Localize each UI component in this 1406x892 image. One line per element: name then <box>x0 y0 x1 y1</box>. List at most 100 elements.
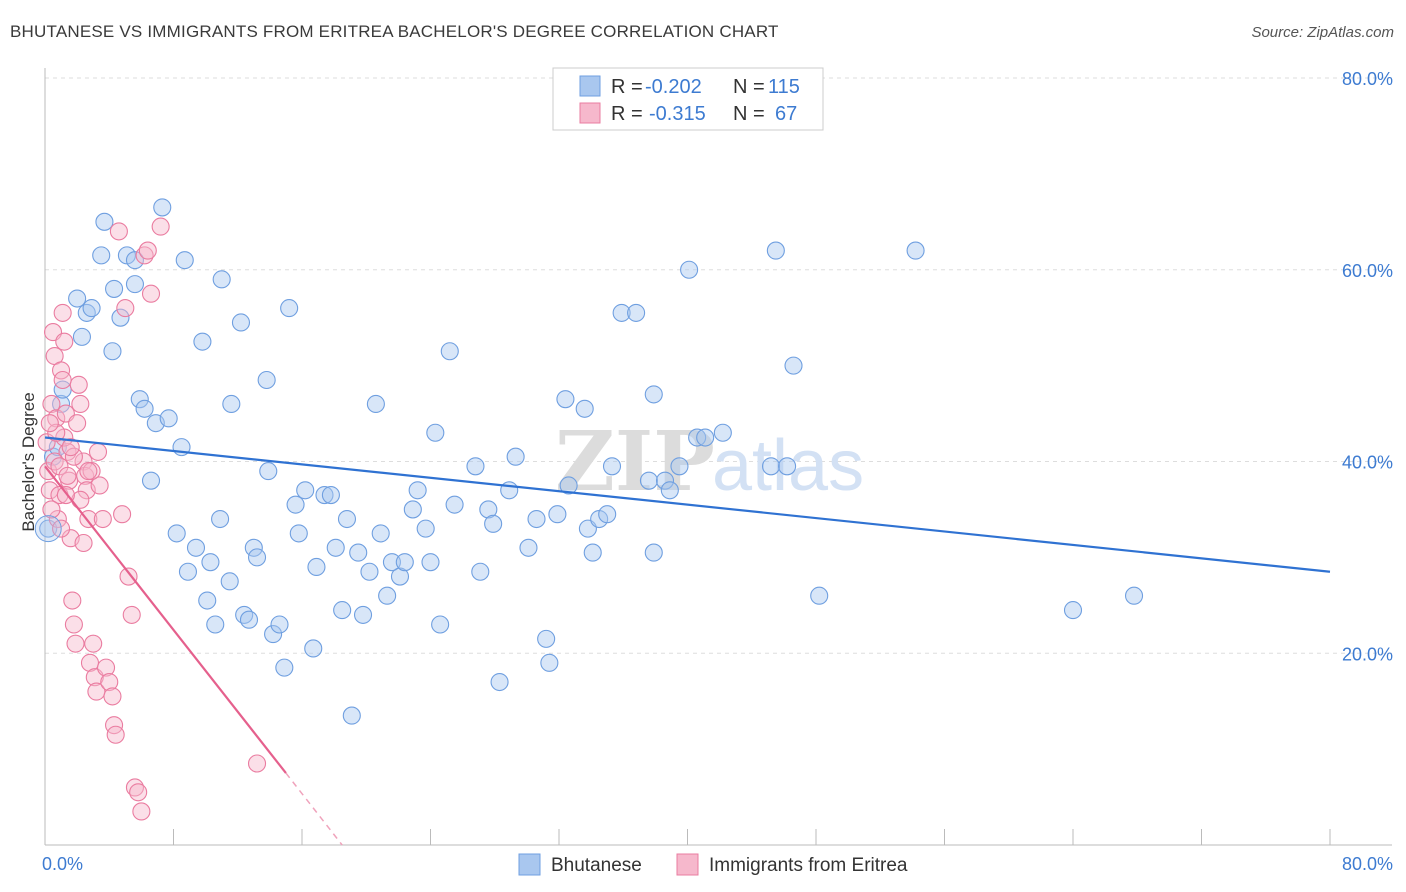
point-s0-96 <box>627 303 646 322</box>
point-s0-81 <box>506 447 525 466</box>
point-s0-102 <box>670 457 689 476</box>
point-s0-100 <box>655 471 675 490</box>
point-s0-48 <box>289 524 308 543</box>
point-s0-53 <box>321 486 340 505</box>
point-s0-40 <box>247 548 267 567</box>
point-s0-103 <box>680 260 699 279</box>
point-s0-73 <box>440 342 459 361</box>
point-s0-65 <box>390 567 410 586</box>
trend-line-dashed-s1 <box>285 772 343 846</box>
point-s1-41 <box>122 605 141 624</box>
point-s1-44 <box>132 802 151 821</box>
data-points <box>34 198 1144 821</box>
point-s0-101 <box>660 481 679 500</box>
point-s1-36 <box>106 725 125 744</box>
point-s0-43 <box>264 625 283 644</box>
x-tick-label-0: 0.0% <box>42 854 83 874</box>
point-s0-44 <box>270 615 289 634</box>
point-s0-6 <box>72 327 91 346</box>
point-s1-11 <box>55 332 74 351</box>
point-s0-37 <box>235 605 254 624</box>
point-s0-68 <box>408 481 427 500</box>
point-s0-69 <box>416 519 435 538</box>
legend-r-label-1: R = <box>611 76 643 98</box>
legend-r-value-1: -0.202 <box>645 76 702 98</box>
point-s1-30 <box>90 476 109 495</box>
point-s1-55 <box>88 442 108 461</box>
point-s1-7 <box>48 509 67 529</box>
point-s0-110 <box>784 356 803 375</box>
point-s0-57 <box>342 706 361 725</box>
trend-line-s0 <box>44 436 1331 573</box>
point-s0-108 <box>766 241 785 260</box>
point-s1-10 <box>53 303 72 322</box>
point-s0-97 <box>639 471 659 490</box>
point-s0-79 <box>490 672 509 692</box>
point-s0-50 <box>304 639 323 658</box>
point-s0-39 <box>244 538 263 557</box>
point-s1-57 <box>42 500 61 519</box>
point-s1-39 <box>116 299 135 318</box>
point-s0-35 <box>222 394 241 414</box>
point-s0-99 <box>644 543 663 562</box>
point-s0-74 <box>445 495 464 514</box>
point-s1-60 <box>74 533 93 553</box>
y-axis-label: Bachelor's Degree <box>19 392 38 531</box>
point-s1-21 <box>71 394 90 414</box>
point-s0-45 <box>275 658 294 677</box>
point-s0-33 <box>212 270 231 289</box>
point-s0-70 <box>421 553 440 572</box>
point-s1-46 <box>138 241 157 260</box>
point-s0-5 <box>68 289 87 308</box>
point-s1-66 <box>40 414 59 433</box>
point-cluster-origin <box>34 515 62 543</box>
point-s0-34 <box>220 572 239 591</box>
legend-swatch-eritrea <box>579 102 601 124</box>
legend-swatch-bhutanese <box>579 75 601 97</box>
point-s1-20 <box>69 375 88 394</box>
point-s0-52 <box>315 486 334 505</box>
point-s0-60 <box>360 562 379 581</box>
point-s0-77 <box>479 500 498 519</box>
point-s0-59 <box>353 605 373 624</box>
point-s0-89 <box>575 399 594 418</box>
trend-lines <box>44 436 1331 846</box>
watermark-zip: ZIP <box>555 414 715 510</box>
point-s0-41 <box>257 370 276 390</box>
bottom-legend-swatch-bhutanese <box>518 853 541 876</box>
point-s0-83 <box>527 509 546 529</box>
point-s1-9 <box>52 361 71 380</box>
point-s1-52 <box>58 466 77 485</box>
point-s1-42 <box>125 778 144 797</box>
point-s0-8 <box>82 299 101 318</box>
legend-r-value-2: -0.315 <box>649 103 706 125</box>
point-s0-26 <box>178 562 198 581</box>
point-s0-15 <box>125 275 144 294</box>
point-s0-111 <box>810 586 829 605</box>
point-s0-51 <box>307 557 326 577</box>
point-s0-76 <box>471 562 490 581</box>
point-s0-21 <box>153 198 172 217</box>
point-s0-86 <box>548 505 567 524</box>
point-s0-61 <box>366 394 385 414</box>
legend-n-label-1: N = <box>733 76 765 98</box>
point-s0-19 <box>141 471 161 490</box>
point-s0-36 <box>231 313 251 332</box>
point-s0-107 <box>761 457 781 476</box>
point-s0-9 <box>95 212 114 231</box>
point-s1-38 <box>113 505 132 524</box>
tick-labels: 20.0% 40.0% 60.0% 80.0% 0.0% 80.0% <box>42 69 1393 874</box>
point-s0-87 <box>556 390 575 409</box>
point-s0-66 <box>395 553 414 572</box>
point-s0-27 <box>186 538 206 557</box>
point-s1-17 <box>64 615 83 634</box>
point-s0-22 <box>159 409 178 428</box>
point-s1-34 <box>103 687 122 706</box>
point-s0-29 <box>198 591 217 610</box>
legend-r-label-2: R = <box>611 103 643 125</box>
point-s0-49 <box>296 481 315 500</box>
point-s1-61 <box>47 423 66 442</box>
point-s0-23 <box>167 524 186 543</box>
point-s0-64 <box>382 553 402 572</box>
